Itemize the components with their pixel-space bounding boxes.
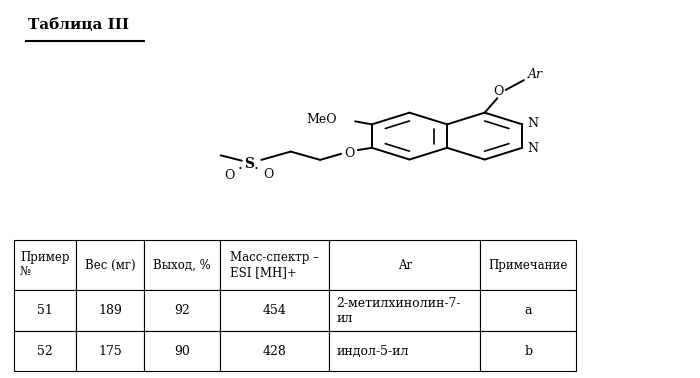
Text: 52: 52 — [37, 345, 52, 358]
Text: ·: · — [237, 162, 242, 177]
Text: 92: 92 — [174, 304, 190, 317]
Text: O: O — [344, 147, 355, 160]
Bar — [330, 290, 480, 331]
Text: 428: 428 — [262, 345, 286, 358]
Text: N: N — [527, 117, 538, 130]
Bar — [330, 331, 480, 372]
Text: b: b — [524, 345, 533, 358]
Bar — [330, 240, 480, 290]
Text: O: O — [263, 168, 274, 181]
Text: S: S — [244, 156, 253, 171]
Text: Пример
№: Пример № — [20, 251, 69, 279]
Bar — [144, 240, 220, 290]
Text: Ar: Ar — [398, 259, 412, 272]
Bar — [480, 240, 576, 290]
Bar — [144, 290, 220, 331]
Text: Примечание: Примечание — [489, 259, 568, 272]
Text: 90: 90 — [174, 345, 190, 358]
Text: Ar: Ar — [528, 68, 543, 81]
Text: 454: 454 — [262, 304, 286, 317]
Bar — [14, 290, 76, 331]
Bar — [220, 331, 330, 372]
Text: индол-5-ил: индол-5-ил — [336, 345, 409, 358]
Text: O: O — [224, 169, 234, 181]
Text: ·: · — [253, 162, 258, 177]
Text: Масс-спектр –
ESI [MH]+: Масс-спектр – ESI [MH]+ — [230, 251, 319, 279]
Text: N: N — [527, 142, 538, 155]
Text: MeO: MeO — [307, 113, 337, 125]
Bar — [76, 331, 144, 372]
Bar — [220, 240, 330, 290]
Text: 2-метилхинолин-7-
ил: 2-метилхинолин-7- ил — [336, 297, 461, 325]
Bar — [76, 290, 144, 331]
Text: Выход, %: Выход, % — [153, 259, 211, 272]
Bar — [480, 331, 576, 372]
Text: a: a — [524, 304, 532, 317]
Text: O: O — [494, 85, 504, 98]
Bar — [144, 331, 220, 372]
Text: 51: 51 — [37, 304, 52, 317]
Bar — [480, 290, 576, 331]
Bar — [220, 290, 330, 331]
Text: Таблица III: Таблица III — [28, 17, 129, 32]
Text: 175: 175 — [98, 345, 122, 358]
Text: Вес (мг): Вес (мг) — [85, 259, 135, 272]
Bar — [76, 240, 144, 290]
Bar — [14, 240, 76, 290]
Bar — [14, 331, 76, 372]
Text: 189: 189 — [98, 304, 122, 317]
